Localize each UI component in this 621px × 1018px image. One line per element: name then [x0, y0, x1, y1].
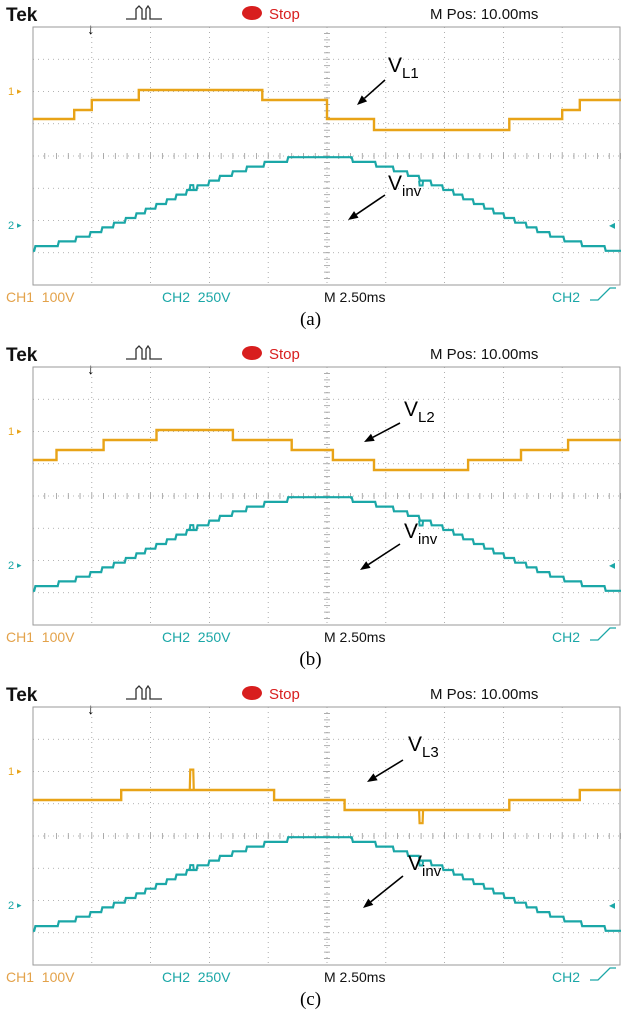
timebase-label: M 2.50ms: [324, 289, 385, 305]
trigger-level-arrow-icon: ◂: [609, 558, 615, 572]
stop-dot-icon: [242, 346, 262, 360]
timebase-label: M 2.50ms: [324, 629, 385, 645]
scope-panel-2: Tek ↓ Stop M Pos: 10.00ms 1 ▸ 2 ▸ ◂ VL2 V…: [0, 340, 621, 678]
series-label-Vinv: Vinv: [404, 520, 438, 548]
rising-edge-icon: [590, 287, 616, 301]
annotation-arrow: [370, 875, 404, 903]
ch2-trace-Vinv: [33, 156, 621, 252]
ch1-marker: 1: [8, 86, 14, 98]
ch1-scale-label: CH1 100V: [6, 629, 75, 645]
trigger-arrow-icon: ↓: [87, 701, 95, 718]
ch2-marker: 2: [8, 900, 14, 912]
trigger-arrow-icon: ↓: [87, 21, 95, 38]
trigger-source-label: CH2: [552, 629, 580, 645]
ch1-spike: [417, 809, 425, 825]
ch1-marker-arrow-icon: ▸: [17, 86, 22, 96]
ch1-scale-label: CH1 100V: [6, 969, 75, 985]
ch2-scale-label: CH2 250V: [162, 289, 231, 305]
ch1-marker: 1: [8, 426, 14, 438]
annotation-arrowhead-icon: [367, 773, 378, 782]
acquisition-icon: [126, 344, 162, 360]
annotation-arrow: [367, 543, 401, 566]
ch1-trace-VL1: [33, 88, 621, 132]
panel-caption: (b): [299, 649, 322, 670]
ch2-scale-label: CH2 250V: [162, 629, 231, 645]
panel-caption: (c): [299, 989, 322, 1010]
traces: [33, 88, 621, 252]
graticule: [32, 706, 621, 966]
ch1-trace-VL2: [33, 428, 621, 472]
ch1-marker: 1: [8, 766, 14, 778]
series-label-Vinv: Vinv: [388, 172, 422, 200]
graticule: [32, 26, 621, 286]
series-label-VL1: VL1: [388, 54, 419, 82]
status-label: Stop: [269, 6, 300, 23]
oscilloscope-screen: Tek ↓ Stop M Pos: 10.00ms 1 ▸ 2 ▸ ◂ VL1V…: [6, 4, 621, 305]
ch2-marker-arrow-icon: ▸: [17, 560, 22, 570]
ch1-trace-VL3: [33, 788, 621, 812]
scope-panel-1: Tek ↓ Stop M Pos: 10.00ms 1 ▸ 2 ▸ ◂ VL1 V…: [0, 0, 621, 338]
graticule: [32, 366, 621, 626]
ch1-spike: [188, 768, 195, 791]
series-label-VL3: VL3: [408, 733, 439, 761]
trigger-level-arrow-icon: ◂: [609, 898, 615, 912]
ch1-scale-label: CH1 100V: [6, 289, 75, 305]
trigger-level-arrow-icon: ◂: [609, 218, 615, 232]
ch2-trace-Vinv: [33, 836, 621, 932]
traces: [33, 428, 621, 592]
timebase-label: M 2.50ms: [324, 969, 385, 985]
series-label-Vinv: Vinv: [408, 852, 442, 880]
annotations: VL3 Vinv: [363, 733, 442, 908]
ch2-spike: [188, 184, 195, 191]
ch2-spike: [188, 524, 195, 531]
trigger-source-label: CH2: [552, 969, 580, 985]
ch1-marker-arrow-icon: ▸: [17, 766, 22, 776]
brand-label: Tek: [6, 685, 38, 706]
ch2-scale-label: CH2 250V: [162, 969, 231, 985]
ch2-marker-arrow-icon: ▸: [17, 220, 22, 230]
annotation-arrow: [355, 194, 386, 216]
brand-label: Tek: [6, 345, 38, 366]
ch2-spike: [418, 860, 425, 867]
annotation-arrow: [372, 422, 401, 439]
ch2-marker-arrow-icon: ▸: [17, 900, 22, 910]
oscilloscope-screen: Tek ↓ Stop M Pos: 10.00ms 1 ▸ 2 ▸ ◂ VL3V…: [6, 684, 621, 985]
acquisition-icon: [126, 4, 162, 20]
status-label: Stop: [269, 346, 300, 363]
mpos-label: M Pos: 10.00ms: [430, 6, 538, 23]
rising-edge-icon: [590, 627, 616, 641]
annotation-arrowhead-icon: [357, 95, 368, 105]
ch1-marker-arrow-icon: ▸: [17, 426, 22, 436]
annotations: VL1 Vinv: [348, 54, 422, 220]
ch2-trace-Vinv: [33, 496, 621, 592]
stop-dot-icon: [242, 686, 262, 700]
ch2-marker: 2: [8, 220, 14, 232]
ch2-spike: [418, 520, 425, 527]
mpos-label: M Pos: 10.00ms: [430, 346, 538, 363]
trigger-source-label: CH2: [552, 289, 580, 305]
annotation-arrowhead-icon: [360, 561, 371, 570]
annotation-arrowhead-icon: [364, 433, 375, 442]
ch2-marker: 2: [8, 560, 14, 572]
trigger-arrow-icon: ↓: [87, 361, 95, 378]
acquisition-icon: [126, 684, 162, 700]
ch2-spike: [418, 180, 425, 187]
status-label: Stop: [269, 686, 300, 703]
stop-dot-icon: [242, 6, 262, 20]
rising-edge-icon: [590, 967, 616, 981]
annotation-arrow: [375, 759, 404, 778]
scope-panel-3: Tek ↓ Stop M Pos: 10.00ms 1 ▸ 2 ▸ ◂ VL3 V…: [0, 680, 621, 1018]
panel-caption: (a): [299, 309, 322, 330]
ch2-spike: [188, 864, 195, 871]
series-label-VL2: VL2: [404, 398, 435, 426]
annotations: VL2 Vinv: [360, 398, 438, 570]
mpos-label: M Pos: 10.00ms: [430, 686, 538, 703]
traces: [33, 768, 621, 932]
annotation-arrow: [363, 79, 386, 99]
oscilloscope-screen: Tek ↓ Stop M Pos: 10.00ms 1 ▸ 2 ▸ ◂ VL2V…: [6, 344, 621, 645]
brand-label: Tek: [6, 5, 38, 26]
annotation-arrowhead-icon: [348, 211, 359, 220]
